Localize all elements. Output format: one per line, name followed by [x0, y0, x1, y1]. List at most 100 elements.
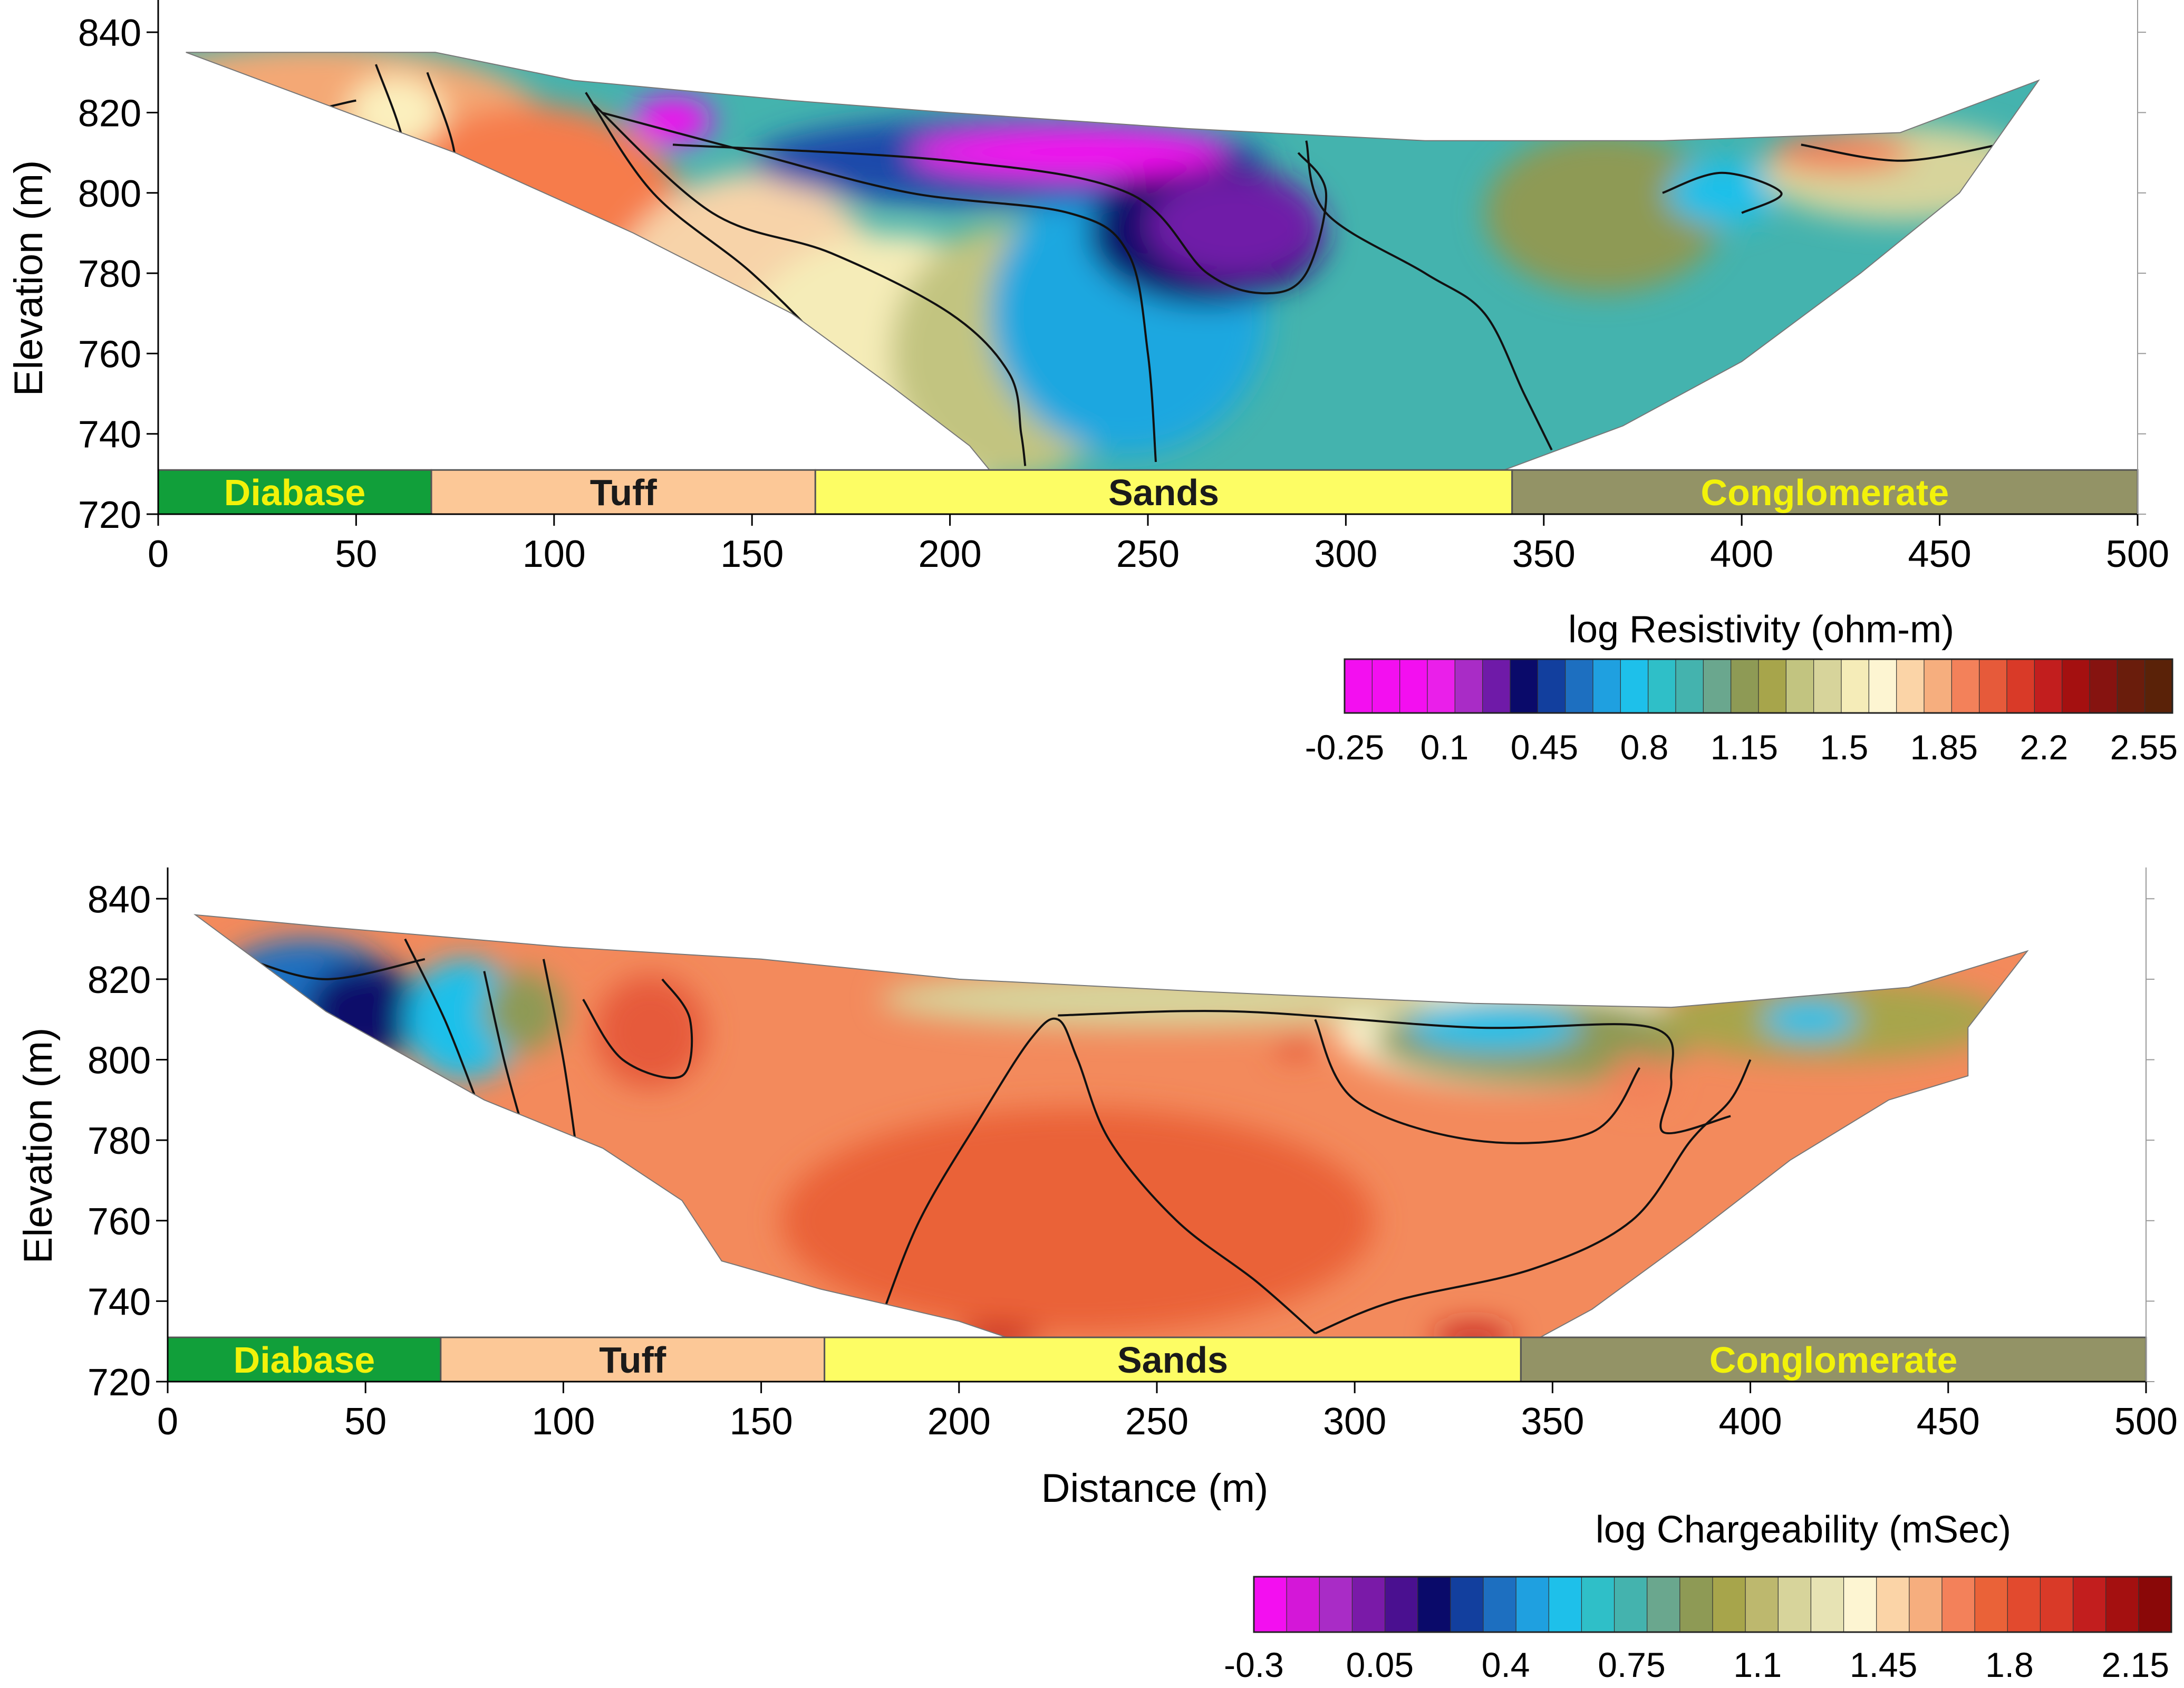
y-tick-label: 720: [78, 494, 141, 536]
colorbar-swatch: [1371, 659, 1400, 713]
anomaly-body: [484, 971, 564, 1052]
colorbar-swatch: [1909, 1576, 1943, 1633]
y-tick-label: 840: [78, 12, 141, 54]
colorbar-swatch: [1483, 1576, 1517, 1633]
y-axis-title: Elevation (m): [6, 160, 51, 397]
colorbar-swatch: [1537, 659, 1566, 713]
anomaly-body: [595, 975, 706, 1088]
colorbar-tick-label: 1.15: [1711, 728, 1778, 767]
y-axis-title: Elevation (m): [16, 1028, 61, 1264]
contour-line: [246, 958, 426, 980]
geology-label-tuff: Tuff: [590, 472, 658, 513]
anomaly-body: [781, 1108, 1375, 1334]
colorbar-swatch: [1758, 659, 1787, 713]
colorbar-swatch: [1592, 659, 1621, 713]
colorbar-tick-label: 0.45: [1511, 728, 1578, 767]
colorbar-swatch: [1548, 1576, 1582, 1633]
colorbar-swatch: [2007, 1576, 2041, 1633]
colorbar-swatch: [1924, 659, 1953, 713]
colorbar-frame: [1253, 1576, 2172, 1633]
x-tick-label: 100: [523, 533, 586, 575]
x-axis-title: Distance (m): [1041, 1466, 1269, 1511]
contour-line: [593, 103, 1027, 466]
anomaly-body: [1484, 132, 1722, 294]
colorbar-swatch: [1974, 1576, 2008, 1633]
anomaly-body: [348, 76, 443, 149]
y-tick-label: 760: [88, 1201, 151, 1243]
x-tick-label: 0: [148, 533, 169, 575]
x-tick-label: 450: [1917, 1401, 1980, 1443]
y-tick-label: 760: [78, 333, 141, 375]
y-tick-label: 820: [88, 959, 151, 1001]
x-tick-label: 150: [730, 1401, 793, 1443]
colorbar-tick-label: 1.85: [1910, 728, 1978, 767]
colorbar-swatch: [2144, 659, 2173, 713]
colorbar-swatch: [1344, 659, 1373, 713]
colorbar-swatch: [1896, 659, 1925, 713]
colorbar-swatch: [1565, 659, 1594, 713]
colorbar-title: log Chargeability (mSec): [1596, 1509, 2011, 1551]
colorbar-swatch: [1581, 1576, 1615, 1633]
colorbar-swatch: [1813, 659, 1842, 713]
x-tick-label: 50: [335, 533, 377, 575]
colorbar-swatch: [1648, 659, 1677, 713]
colorbar-tick-label: 2.2: [2020, 728, 2069, 767]
colorbar-swatch: [2034, 659, 2063, 713]
x-tick-label: 200: [919, 533, 982, 575]
colorbar-swatch: [1399, 659, 1428, 713]
colorbar-swatch: [1417, 1576, 1452, 1633]
geology-unit-sands: [814, 469, 1513, 515]
colorbar-tick-label: 1.45: [1850, 1645, 1917, 1684]
y-tick-label: 820: [78, 92, 141, 134]
anomaly-body: [1762, 999, 1858, 1040]
colorbar-swatch: [1868, 659, 1897, 713]
contour-line: [1314, 1019, 1641, 1144]
contour-line: [582, 978, 693, 1079]
colorbar-tick-label: -0.25: [1305, 728, 1384, 767]
colorbar-tick-label: 0.4: [1482, 1645, 1530, 1684]
colorbar-title: log Resistivity (ohm-m): [1568, 609, 1954, 651]
contour-line: [1305, 140, 1553, 451]
colorbar-swatch: [1703, 659, 1732, 713]
colorbar-tick-label: -0.3: [1224, 1645, 1284, 1684]
section-resistivity: [186, 52, 2039, 470]
geology-unit-diabase: [167, 1336, 442, 1383]
colorbar-swatch: [2089, 659, 2118, 713]
y-tick-label: 780: [88, 1120, 151, 1162]
colorbar-swatch: [1745, 1576, 1779, 1633]
contour-line: [1058, 1010, 1731, 1134]
x-tick-label: 100: [531, 1401, 595, 1443]
geology-unit-sands: [824, 1336, 1522, 1383]
colorbar-swatch: [1319, 1576, 1353, 1633]
y-tick-label: 800: [88, 1040, 151, 1082]
contour-line: [542, 959, 576, 1141]
contour-lines: [246, 938, 1752, 1335]
contour-line: [1315, 1059, 1752, 1335]
colorbar-swatch: [1777, 1576, 1812, 1633]
y-tick-label: 720: [88, 1362, 151, 1404]
anomaly-body: [1148, 172, 1322, 277]
x-tick-label: 0: [157, 1401, 178, 1443]
colorbar-swatch: [1253, 1576, 1288, 1633]
colorbar-tick-label: 1.5: [1820, 728, 1869, 767]
colorbar-tick-label: 2.15: [2102, 1645, 2169, 1684]
x-tick-label: 400: [1719, 1401, 1782, 1443]
x-tick-label: 500: [2106, 533, 2169, 575]
x-tick-label: 250: [1116, 533, 1180, 575]
colorbar-tick-label: 0.8: [1620, 728, 1669, 767]
colorbar-swatch: [1810, 1576, 1844, 1633]
x-tick-label: 350: [1521, 1401, 1584, 1443]
colorbar-swatch: [2040, 1576, 2074, 1633]
contour-line: [1662, 171, 1783, 214]
colorbar-swatch: [1941, 1576, 1976, 1633]
section-chargeability: [195, 914, 2027, 1342]
x-tick-label: 300: [1314, 533, 1377, 575]
colorbar-swatch: [1731, 659, 1760, 713]
section-outline: [186, 52, 2040, 471]
y-tick-label: 800: [78, 173, 141, 215]
contour-line: [878, 1017, 1316, 1334]
colorbar-swatch: [1647, 1576, 1681, 1633]
colorbar-swatch: [2117, 659, 2146, 713]
geology-label-sands: Sands: [1108, 472, 1219, 513]
contour-line: [404, 938, 478, 1101]
